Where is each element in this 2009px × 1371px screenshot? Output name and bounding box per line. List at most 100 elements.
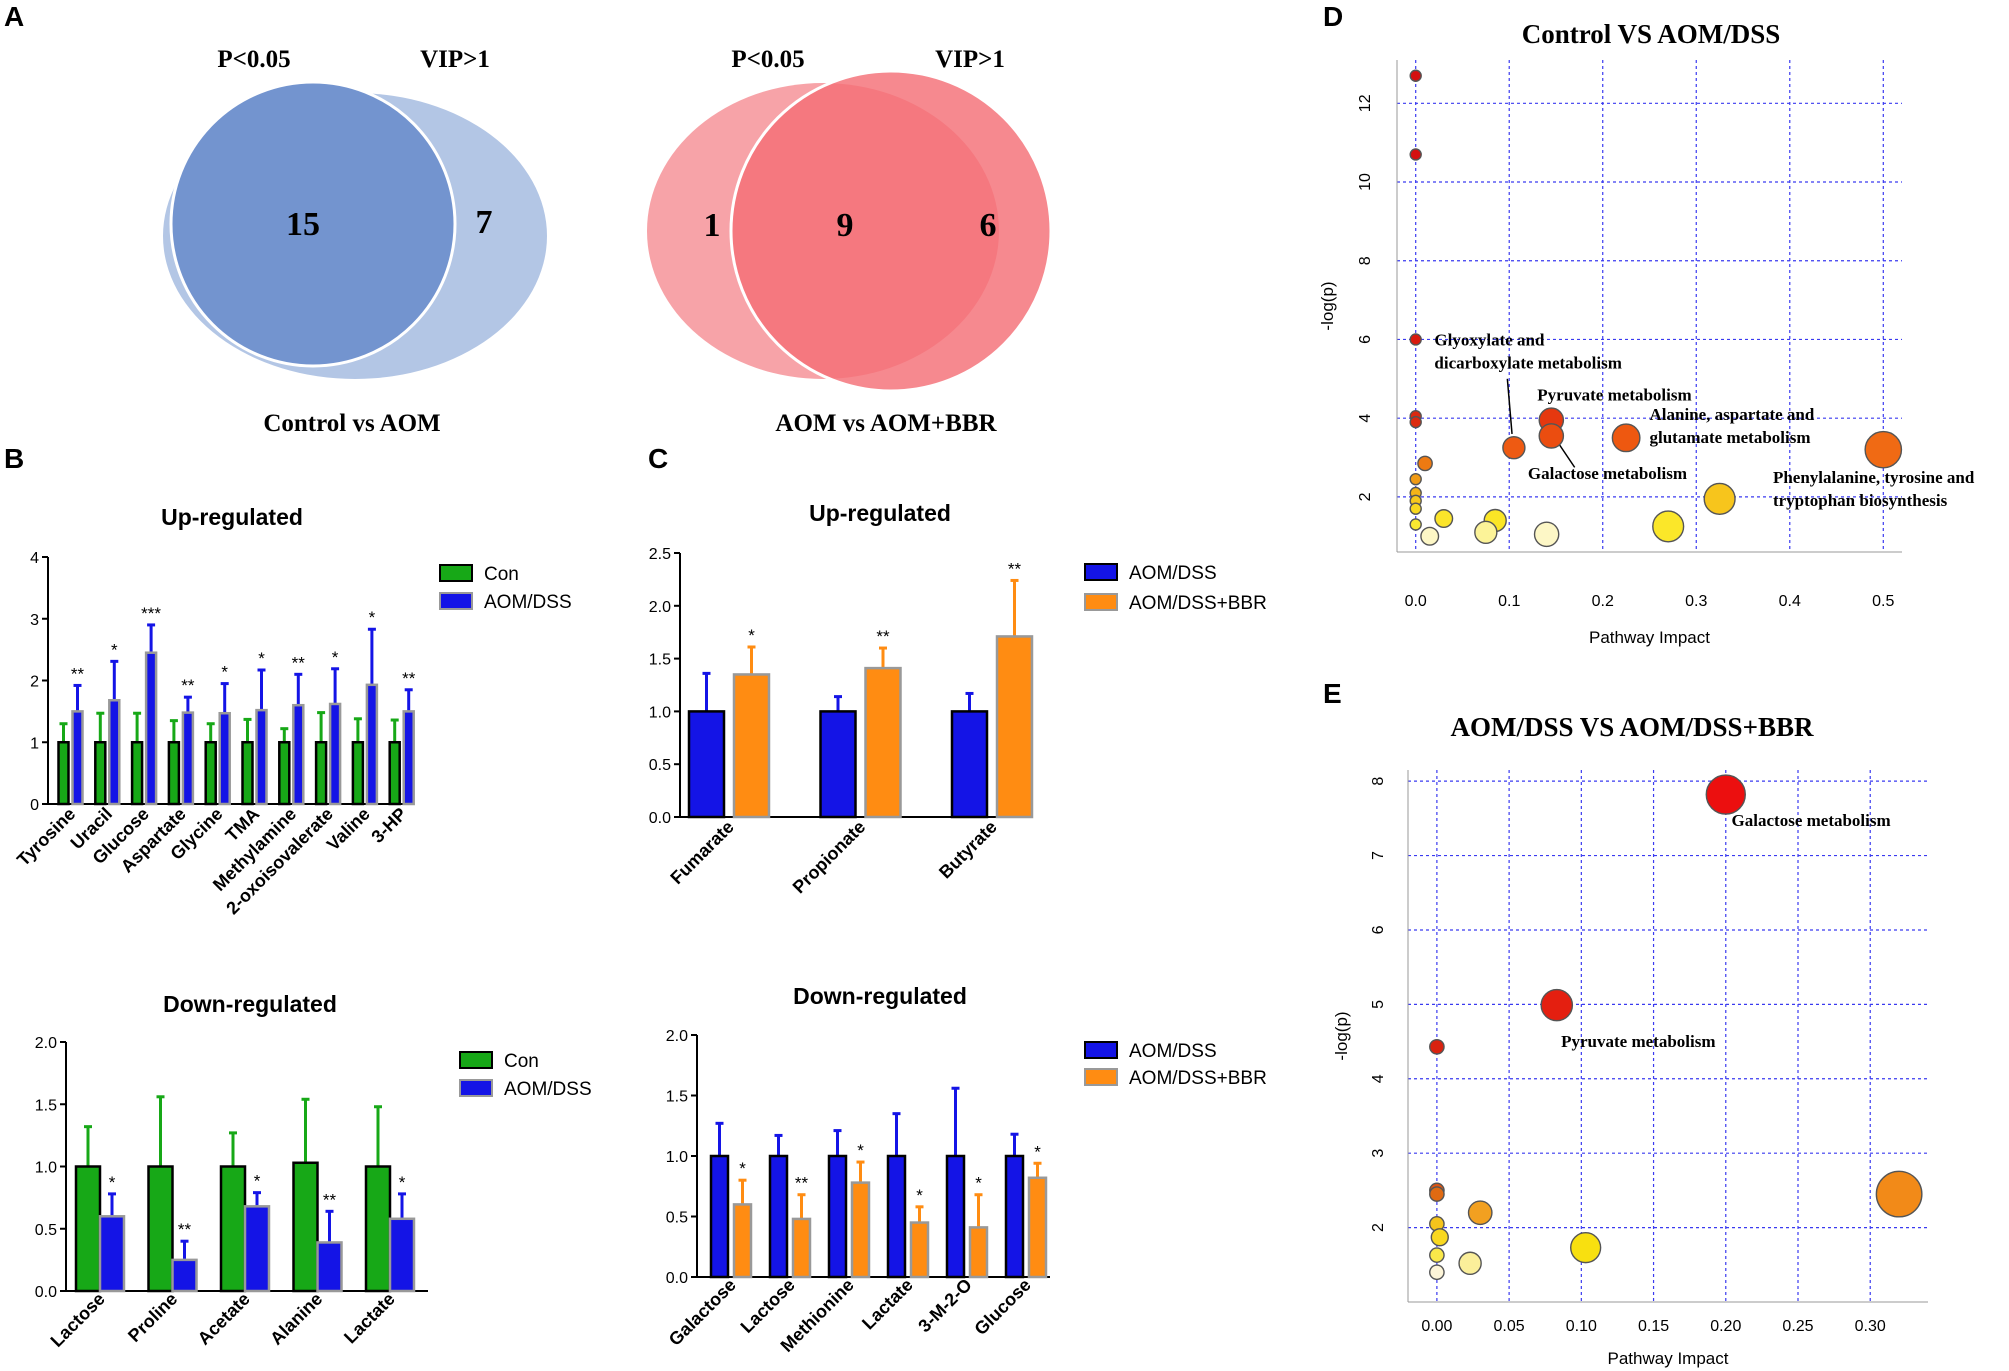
bubble-chart-title: AOM/DSS VS AOM/DSS+BBR	[1451, 712, 1814, 742]
significance-mark: *	[975, 1174, 982, 1193]
significance-mark: **	[795, 1174, 809, 1193]
category-label: Lactate	[340, 1289, 399, 1348]
legend-swatch	[439, 564, 473, 582]
bar-aom-dss	[365, 683, 379, 806]
bar-chart-title: Down-regulated	[163, 991, 337, 1017]
y-tick-label: 8	[1370, 777, 1387, 786]
bar-aom-dss	[402, 710, 415, 806]
bar-aom-dss-bbr	[864, 666, 902, 819]
category-label: Proline	[124, 1289, 181, 1346]
y-tick-label: 10	[1357, 173, 1374, 191]
venn-control-vs-aom: P<0.05 VIP>1 15 7 Control vs AOM	[163, 46, 547, 437]
bubble-point	[1474, 520, 1498, 545]
significance-mark: **	[181, 676, 195, 695]
bar-aom-dss	[768, 1154, 789, 1279]
significance-mark: *	[221, 663, 228, 682]
y-tick-label: 7	[1370, 851, 1387, 860]
bubble-point	[1429, 1186, 1445, 1202]
bubble-point	[1429, 1247, 1445, 1263]
venn2-both-count: 9	[837, 207, 854, 244]
category-label: Glucose	[970, 1275, 1034, 1339]
panel-label-d: D	[1323, 1, 1343, 32]
legend-swatch	[1084, 593, 1118, 611]
bubble-point	[1434, 509, 1454, 529]
significance-mark: ***	[141, 604, 161, 623]
legend-label: AOM/DSS+BBR	[1129, 1068, 1267, 1089]
bar-chart-c-down-regulated: Down-regulated0.00.51.01.52.0*Galactose*…	[665, 983, 1267, 1356]
bar-aom-dss	[819, 710, 857, 819]
bubble-point	[1409, 518, 1422, 531]
y-tick-label: 2.0	[649, 599, 671, 616]
significance-mark: *	[399, 1173, 406, 1192]
y-tick-label: 1.5	[649, 652, 671, 669]
bubble-point	[1540, 988, 1574, 1022]
bar-chart-c-up-regulated: Up-regulated 0.0 0.5 1.0 1.5 2.0 2.5 * Fumarate *…	[649, 500, 1267, 897]
y-tick-label: 1.0	[35, 1160, 57, 1177]
y-tick-label: 1	[30, 735, 39, 752]
bar-aom-dss	[316, 1241, 343, 1293]
annotation-line: Glyoxylate and	[1434, 330, 1545, 349]
significance-mark: **	[323, 1190, 337, 1209]
venn2-set-a-label: P<0.05	[731, 46, 804, 73]
panel-label-a: A	[4, 1, 24, 32]
category-label: 3-M-2-O	[914, 1275, 976, 1337]
bar-aom-dss-bbr	[850, 1181, 871, 1279]
bar-con	[241, 741, 254, 806]
annotation-line: glutamate metabolism	[1650, 428, 1811, 447]
bar-aom-dss	[255, 708, 268, 806]
bar-aom-dss-bbr	[995, 635, 1034, 819]
significance-mark: **	[876, 627, 890, 646]
bar-aom-dss	[945, 1154, 966, 1279]
significance-mark: **	[1008, 559, 1022, 578]
bubble-point	[1430, 1228, 1449, 1247]
y-tick-label: 6	[1370, 925, 1387, 934]
bar-aom-dss	[687, 710, 726, 819]
bubble-point	[1570, 1232, 1602, 1264]
pathway-annotation: Glyoxylate and dicarboxylate metabolism	[1434, 330, 1621, 372]
annotation-line: Alanine, aspartate and	[1650, 405, 1815, 424]
x-tick-label: 0.30	[1855, 1318, 1886, 1335]
x-axis-title: Pathway Impact	[1589, 628, 1710, 647]
bar-aom-dss	[950, 710, 989, 819]
bubble-point	[1875, 1170, 1923, 1218]
bar-aom-dss	[243, 1205, 271, 1293]
legend-label: AOM/DSS	[1129, 1041, 1217, 1062]
x-tick-label: 0.15	[1638, 1318, 1669, 1335]
y-tick-label: 2	[1370, 1223, 1387, 1232]
panel-label-b: B	[4, 443, 24, 474]
y-tick-label: 1.0	[666, 1149, 688, 1166]
bar-aom-dss	[886, 1154, 907, 1279]
bar-aom-dss	[171, 1258, 198, 1293]
y-tick-label: 6	[1357, 335, 1374, 344]
bar-con	[314, 741, 328, 806]
x-tick-label: 0.05	[1494, 1318, 1525, 1335]
y-tick-label: 0	[30, 797, 39, 814]
venn2-only-b-count: 6	[980, 207, 997, 244]
bubble-point	[1705, 774, 1746, 815]
pathway-annotation: Phenylalanine, tyrosine and tryptophan bi…	[1773, 468, 1975, 510]
annotation-leader-line	[1558, 443, 1576, 468]
bubble-chart-title: Control VS AOM/DSS	[1522, 19, 1781, 49]
x-tick-label: 0.00	[1421, 1318, 1452, 1335]
bar-aom-dss	[108, 699, 121, 806]
panel-label-e: E	[1323, 678, 1342, 709]
significance-mark: **	[178, 1220, 192, 1239]
y-tick-label: 1.5	[666, 1089, 688, 1106]
y-tick-label: 0.0	[649, 810, 671, 827]
significance-mark: *	[254, 1172, 261, 1191]
legend-swatch	[1084, 1068, 1118, 1086]
bar-aom-dss-bbr	[732, 673, 771, 819]
venn1-only-b-count: 7	[476, 204, 493, 241]
legend-label: AOM/DSS	[1129, 563, 1217, 584]
y-tick-label: 12	[1357, 94, 1374, 112]
bar-con	[147, 1165, 174, 1293]
bar-aom-dss	[218, 711, 231, 806]
category-label: 3-HP	[367, 804, 410, 847]
y-tick-label: 3	[1370, 1149, 1387, 1158]
y-tick-label: 0.0	[35, 1284, 57, 1301]
bar-con	[167, 741, 181, 806]
category-label: Butyrate	[935, 817, 1001, 883]
y-tick-label: 5	[1370, 1000, 1387, 1009]
bubble-point	[1429, 1038, 1445, 1055]
